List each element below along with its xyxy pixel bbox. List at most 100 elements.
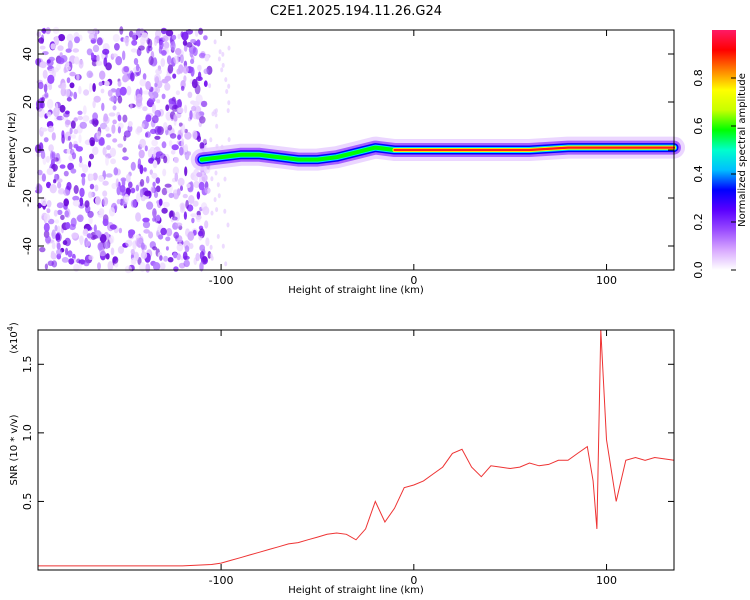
noise-speckle [104,241,110,249]
noise-speckle [161,207,168,214]
noise-speckle [109,207,116,217]
noise-speckle [170,41,176,51]
noise-speckle [46,59,51,64]
noise-speckle [209,244,213,250]
noise-speckle [203,80,208,87]
noise-speckle [46,168,54,176]
noise-speckle [61,82,67,90]
noise-speckle [43,213,51,222]
noise-speckle [141,123,145,129]
noise-speckle [140,179,145,187]
noise-speckle [102,180,109,186]
noise-speckle [195,76,203,82]
noise-speckle [180,185,183,191]
noise-speckle [130,48,138,53]
noise-speckle [145,131,151,138]
noise-speckle [78,161,84,168]
snr-multiplier: (x104) [6,322,20,354]
noise-speckle [89,173,94,181]
noise-speckle [154,82,158,88]
noise-speckle [172,73,177,79]
noise-speckle [184,131,192,140]
noise-speckle [193,181,200,188]
noise-speckle [227,83,231,89]
noise-speckle [61,134,65,144]
noise-speckle [188,243,194,249]
spectrogram-y-tick-label: 0 [21,147,34,154]
spectrogram-y-tick-label: 40 [21,47,34,61]
noise-speckle [183,75,187,83]
noise-speckle [67,162,74,171]
noise-speckle [99,234,107,243]
noise-speckle [198,27,204,35]
noise-speckle [86,226,93,231]
noise-speckle [150,186,155,194]
noise-speckle [117,95,123,104]
noise-speckle [184,104,188,114]
colorbar: 0.0 0.2 0.4 0.6 0.8 Normalized spectral ampl… [692,30,748,279]
noise-speckle [79,121,88,129]
noise-speckle [122,147,127,153]
noise-speckle [159,255,163,261]
noise-speckle [72,48,80,53]
noise-speckle [111,182,117,190]
noise-speckle [170,150,176,155]
noise-speckle [65,247,69,256]
noise-speckle [160,227,167,236]
noise-speckle [178,64,184,74]
noise-speckle [182,40,188,46]
noise-speckle [184,166,188,177]
noise-speckle [124,193,129,203]
noise-speckle [217,193,221,199]
noise-speckle [136,192,141,203]
noise-speckle [136,125,141,136]
noise-speckle [93,32,98,42]
noise-speckle [197,135,201,142]
noise-speckle [48,144,54,152]
noise-speckle [81,176,86,186]
noise-speckle [59,164,66,169]
noise-speckle [125,38,129,47]
noise-speckle [99,250,106,257]
noise-speckle [69,223,76,231]
noise-speckle [107,89,113,97]
noise-speckle [109,235,115,244]
noise-speckle [53,209,58,217]
noise-speckle [203,68,209,75]
noise-speckle [195,214,202,220]
snr-x-label: Height of straight line (km) [288,585,424,596]
noise-speckle [143,167,147,172]
noise-speckle [154,38,158,47]
noise-speckle [187,151,191,156]
noise-speckle [137,158,142,168]
noise-speckle [163,155,168,164]
noise-speckle [116,199,121,205]
noise-speckle [145,114,152,122]
noise-speckle [78,59,84,69]
noise-speckle [78,85,82,95]
noise-speckle [46,200,52,208]
noise-speckle [176,243,184,252]
noise-speckle [98,81,103,87]
noise-speckle [183,259,190,268]
noise-speckle [63,170,69,177]
noise-speckle [73,128,79,135]
snr-y-tick-label: 0.5 [21,493,34,511]
noise-speckle [149,94,154,100]
noise-speckle [79,187,85,198]
noise-speckle [139,164,144,175]
noise-speckle [66,33,74,42]
noise-speckle [128,229,136,236]
noise-speckle [204,187,211,194]
noise-speckle [189,110,193,120]
noise-speckle [87,29,95,34]
noise-speckle [117,245,125,254]
noise-speckle [122,114,128,123]
noise-speckle [139,188,144,198]
noise-speckle [53,157,59,162]
noise-speckle [112,256,119,264]
noise-speckle [93,95,101,103]
noise-speckle [48,84,53,91]
colorbar-tick-label: 0.0 [692,261,705,279]
noise-speckle [148,97,156,103]
